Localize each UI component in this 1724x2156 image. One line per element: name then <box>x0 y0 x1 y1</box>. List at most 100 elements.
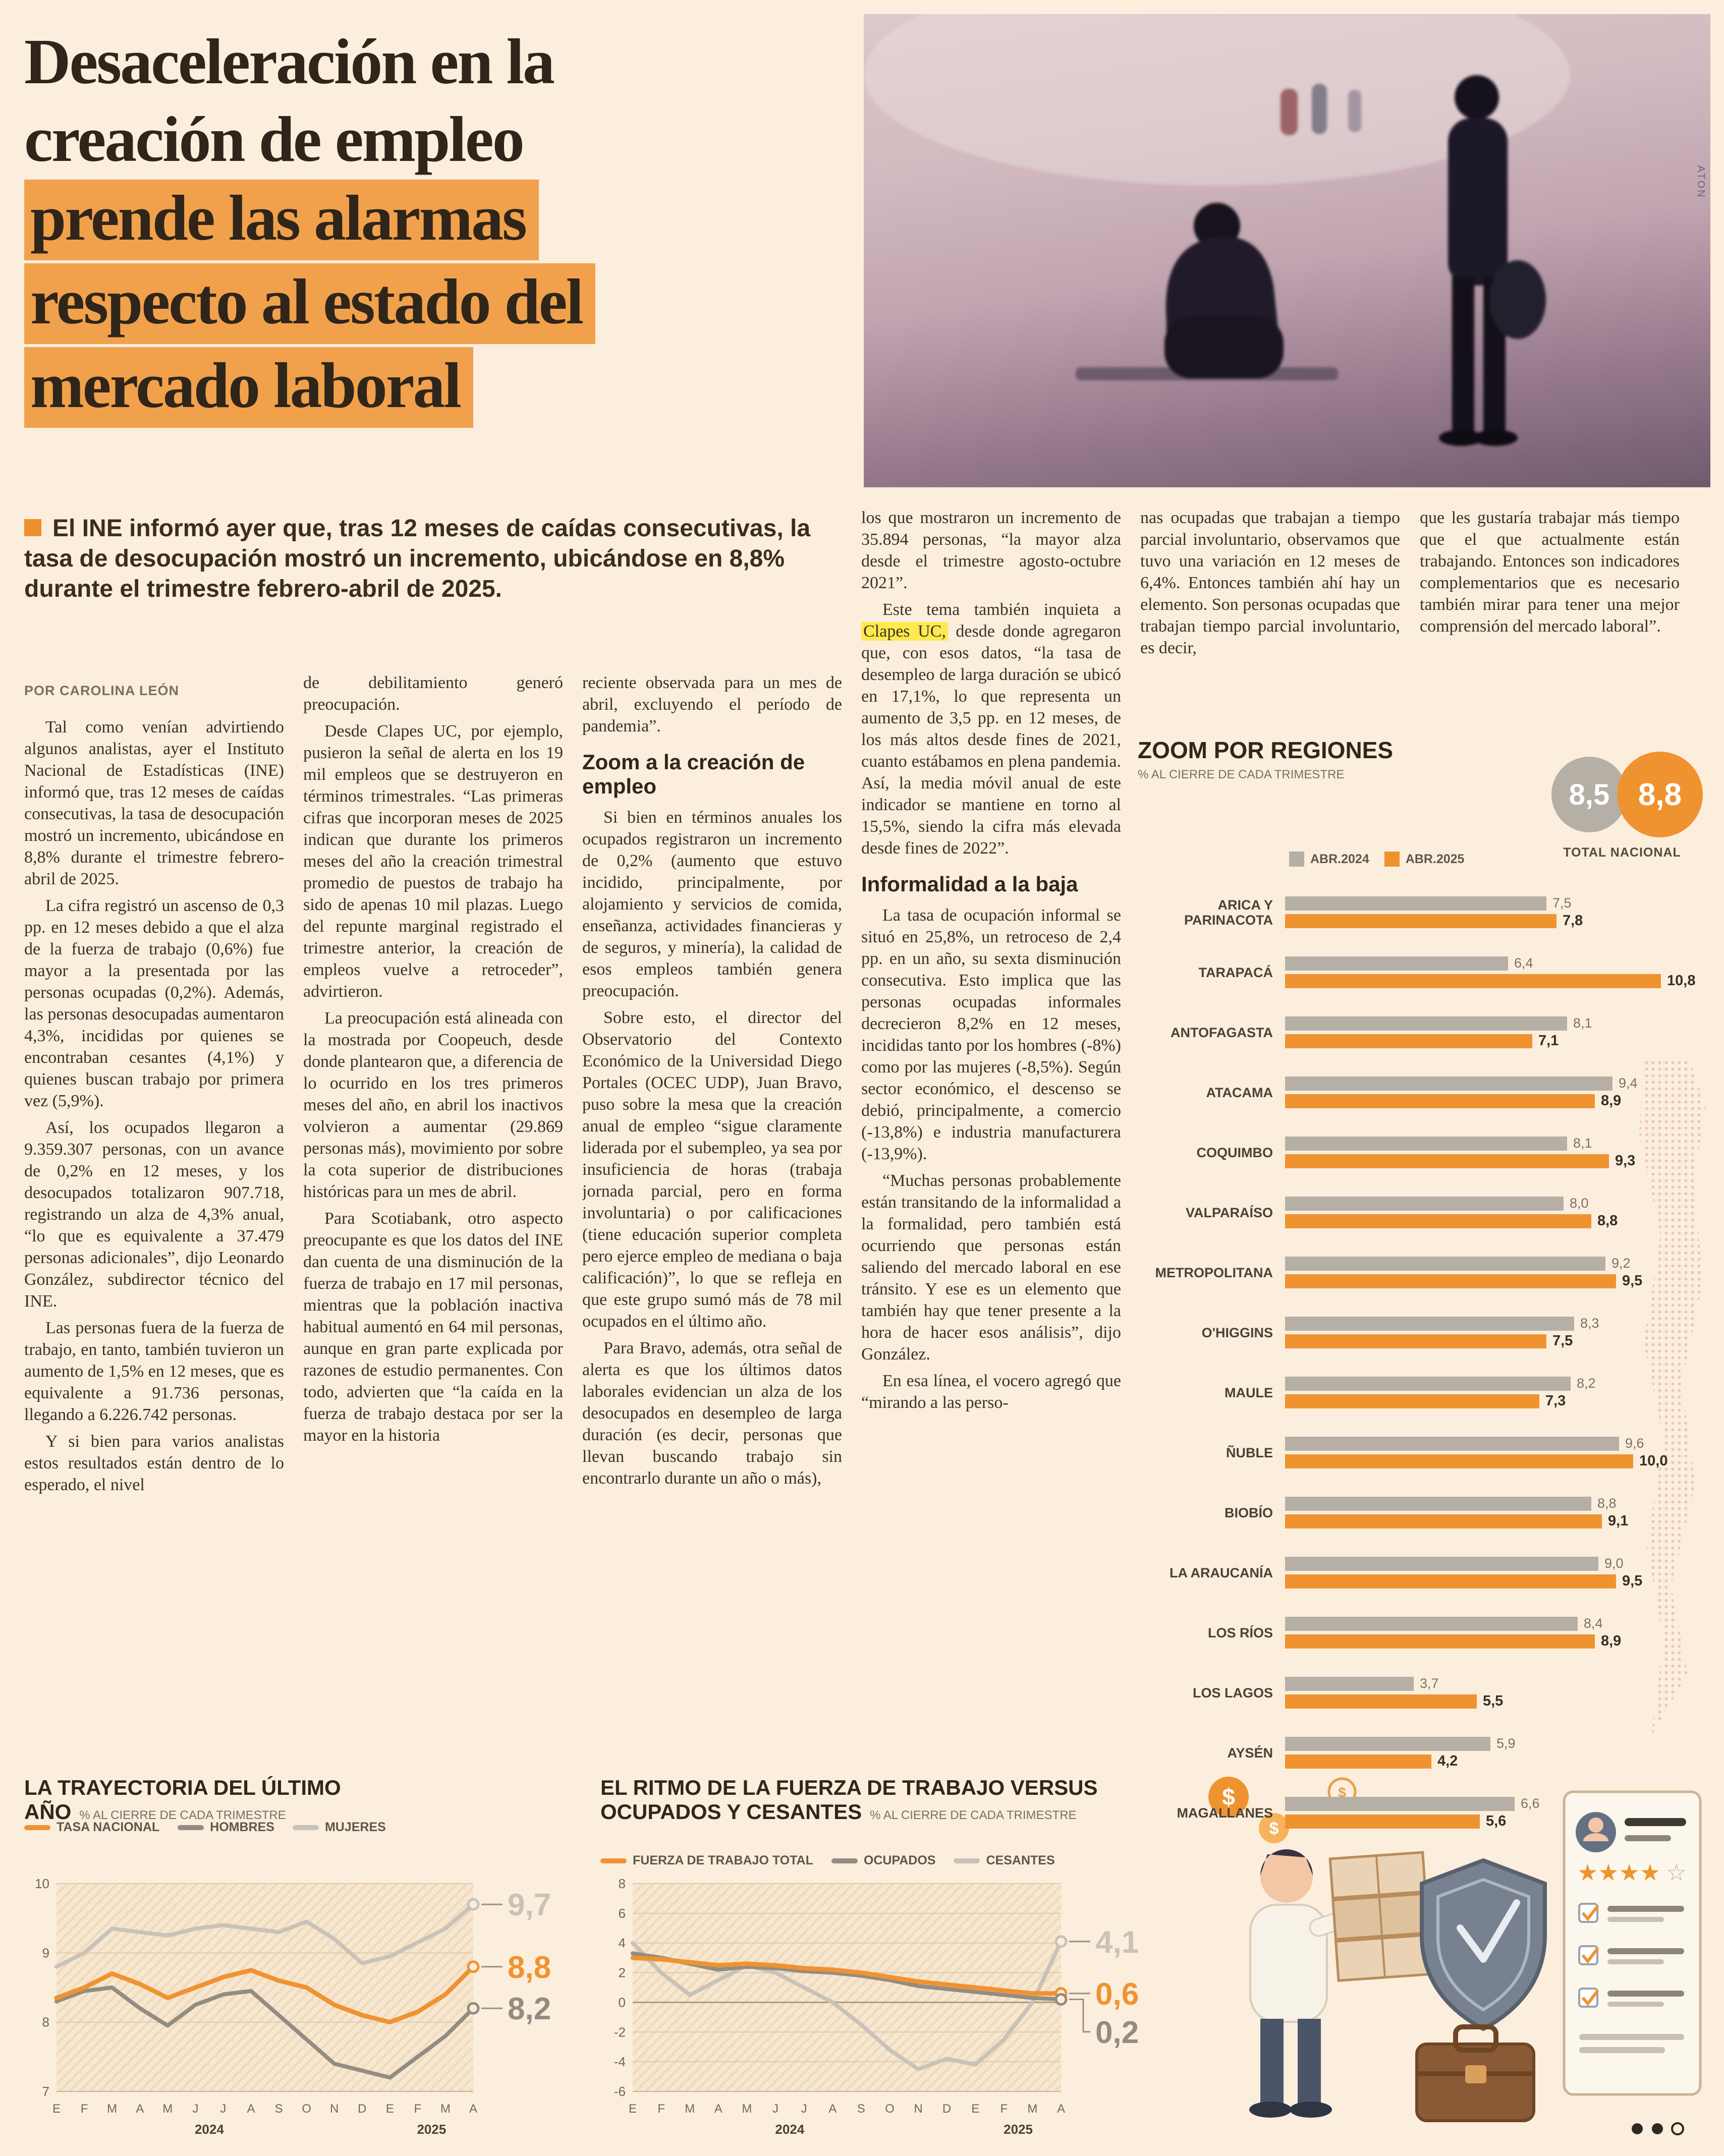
bar-2024 <box>1285 1136 1567 1151</box>
region-bars: 6,4 10,8 <box>1285 954 1713 991</box>
star-empty-icon: ☆ <box>1666 1859 1687 1886</box>
article-paragraph: Sobre esto, el director del Observatorio… <box>582 1008 842 1331</box>
resume-illustration: ★★★★ ☆ <box>1563 1790 1702 2096</box>
trajectory-chart-plot: 10 9 8 7 E F M A M J J A S O N D E F M A 2024 2025 9,7 8,8 8,2 <box>24 1876 577 2138</box>
bar-line: 9,0 <box>1285 1556 1713 1571</box>
region-label: LA ARAUCANÍA <box>1170 1565 1273 1580</box>
bar-2024 <box>1285 1436 1619 1451</box>
svg-text:0: 0 <box>619 1995 626 2010</box>
svg-text:A: A <box>714 2102 722 2116</box>
svg-text:8: 8 <box>42 2015 49 2030</box>
region-row: MAGALLANES 6,6 5,6 <box>1138 1794 1713 1831</box>
workforce-chart-title: EL RITMO DE LA FUERZA DE TRABAJO VERSUS … <box>600 1776 1098 1824</box>
article-column: nas ocupadas que trabajan a tiempo parci… <box>1140 507 1400 729</box>
legend-label: ABR.2024 <box>1310 852 1369 866</box>
trajectory-chart-legend: TASA NACIONAL HOMBRES MUJERES <box>24 1820 386 1835</box>
legend-item: HOMBRES <box>178 1820 274 1835</box>
svg-text:2025: 2025 <box>1004 2122 1033 2137</box>
bar-line: 8,2 <box>1285 1376 1713 1391</box>
svg-text:S: S <box>275 2102 283 2116</box>
svg-text:A: A <box>247 2102 255 2116</box>
bar-line: 6,4 <box>1285 955 1713 971</box>
trajectory-chart: LA TRAYECTORIA DEL ÚLTIMO AÑO% AL CIERRE… <box>24 1776 577 2141</box>
article-paragraph: Para Scotiabank, otro aspecto preocupant… <box>303 1209 563 1445</box>
svg-text:E: E <box>971 2102 979 2116</box>
svg-text:S: S <box>857 2102 865 2116</box>
article-paragraph: Tal como venían advirtiendo algunos anal… <box>24 718 284 888</box>
legend-label: HOMBRES <box>210 1820 274 1834</box>
svg-text:O: O <box>885 2102 895 2116</box>
svg-text:J: J <box>801 2102 807 2116</box>
article-paragraph: En esa línea, el vocero agregó que “mira… <box>861 1372 1121 1412</box>
bar-line: 8,1 <box>1285 1136 1713 1151</box>
bar-2025 <box>1285 914 1556 928</box>
total-nacional-label: TOTAL NACIONAL <box>1563 845 1681 860</box>
photo-scene <box>864 14 1570 446</box>
bar-value: 8,1 <box>1573 1136 1592 1151</box>
bar-value: 9,6 <box>1625 1436 1644 1451</box>
paragraph-text: desde donde agregaron que, con esos dato… <box>861 622 1121 858</box>
bar-line: 10,0 <box>1285 1453 1713 1469</box>
region-bars: 5,9 4,2 <box>1285 1734 1713 1771</box>
svg-text:9,7: 9,7 <box>508 1888 551 1922</box>
checklist-icon <box>1578 1903 1684 2053</box>
trajectory-chart-header: LA TRAYECTORIA DEL ÚLTIMO AÑO% AL CIERRE… <box>24 1776 577 1824</box>
svg-text:2025: 2025 <box>417 2122 446 2137</box>
legend-label: MUJERES <box>324 1820 386 1834</box>
bar-value: 9,5 <box>1622 1573 1643 1589</box>
article-paragraph: los que mostraron un incremento de 35.89… <box>861 508 1121 592</box>
region-bars: 8,8 9,1 <box>1285 1494 1713 1531</box>
region-row: MAULE 8,2 7,3 <box>1138 1374 1713 1411</box>
bar-line: 7,5 <box>1285 895 1713 911</box>
region-label: METROPOLITANA <box>1155 1265 1273 1280</box>
paragraph-text: Este tema también inquieta a <box>882 600 1121 619</box>
svg-text:O: O <box>302 2102 311 2116</box>
headline-text: creación de empleo <box>24 103 525 175</box>
article-paragraph: Y si bien para varios analistas estos re… <box>24 1432 284 1494</box>
total-2024-circle: 8,5 <box>1551 757 1627 832</box>
svg-text:M: M <box>685 2102 695 2116</box>
svg-text:J: J <box>192 2102 198 2116</box>
bar-2025 <box>1285 1514 1602 1528</box>
bar-2025 <box>1285 1154 1609 1168</box>
trajectory-chart-title: LA TRAYECTORIA DEL ÚLTIMO AÑO <box>24 1776 341 1824</box>
svg-text:$: $ <box>1338 1785 1346 1800</box>
star-rating-icon: ★★★★ <box>1577 1859 1660 1886</box>
bar-line: 8,3 <box>1285 1316 1713 1331</box>
svg-text:M: M <box>107 2102 117 2116</box>
bar-value: 8,8 <box>1597 1213 1618 1229</box>
bar-2025 <box>1285 1574 1616 1588</box>
bar-2024 <box>1285 1376 1571 1391</box>
bar-2025 <box>1285 1274 1616 1288</box>
article-paragraph: La tasa de ocupación informal se situó e… <box>861 906 1121 1163</box>
employment-illustration: $ $ $ <box>1181 1762 1710 2147</box>
region-bars: 8,3 7,5 <box>1285 1314 1713 1351</box>
region-bars: 8,0 8,8 <box>1285 1194 1713 1231</box>
legend-item: ABR.2024 <box>1289 852 1369 867</box>
svg-text:4,1: 4,1 <box>1095 1925 1139 1960</box>
legend-swatch <box>292 1825 319 1830</box>
workforce-chart-plot: 8 6 4 2 0 -2 -4 -6 E F M A M J J A S O N D E F M A 2024 2025 4,1 0,… <box>600 1876 1164 2138</box>
region-row: O'HIGGINS 8,3 7,5 <box>1138 1314 1713 1351</box>
bar-line: 5,9 <box>1285 1736 1713 1751</box>
svg-text:-6: -6 <box>614 2084 626 2099</box>
lead-bullet-icon <box>24 519 41 536</box>
region-label: AYSÉN <box>1227 1745 1273 1761</box>
region-bars: 8,2 7,3 <box>1285 1374 1713 1411</box>
bar-2025 <box>1285 1754 1431 1769</box>
svg-text:A: A <box>1057 2102 1065 2116</box>
region-row: ATACAMA 9,4 8,9 <box>1138 1074 1713 1111</box>
article-column: Tal como venían advirtiendo algunos anal… <box>24 716 284 1761</box>
bar-value: 8,8 <box>1597 1496 1617 1511</box>
svg-text:2024: 2024 <box>775 2122 804 2137</box>
bar-value: 8,0 <box>1570 1196 1589 1211</box>
region-bars: 8,4 8,9 <box>1285 1614 1713 1651</box>
bar-line: 3,7 <box>1285 1676 1713 1691</box>
svg-text:-4: -4 <box>614 2054 626 2069</box>
bar-2025 <box>1285 1394 1539 1408</box>
svg-text:E: E <box>386 2102 394 2116</box>
legend-swatch <box>954 1858 980 1863</box>
bar-2025 <box>1285 1454 1633 1468</box>
bar-line: 8,9 <box>1285 1633 1713 1650</box>
regions-chart-subtitle: % AL CIERRE DE CADA TRIMESTRE <box>1138 768 1345 781</box>
